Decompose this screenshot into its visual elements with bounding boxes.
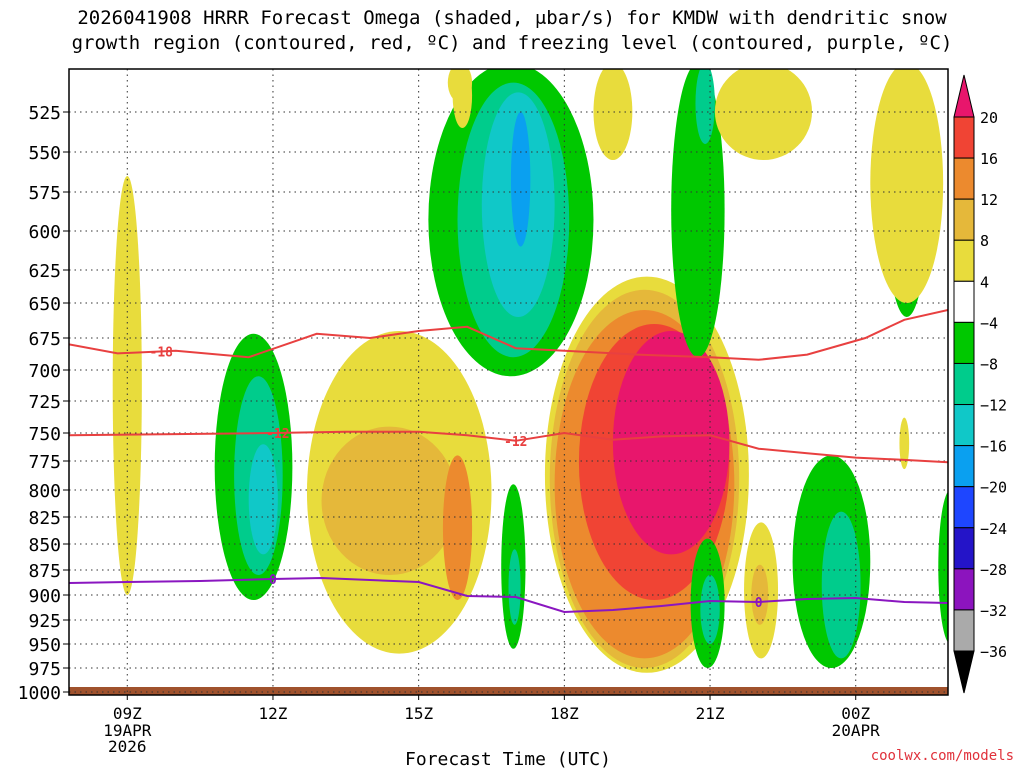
gridlines	[69, 69, 948, 695]
colorbar-label-5: −4	[980, 314, 998, 332]
y-tick-label-925: 925	[28, 611, 61, 632]
colorbar-label-13: −36	[980, 643, 1007, 661]
x-sublabel-19APR: 19APR	[103, 721, 152, 740]
colorbar-label-9: −20	[980, 479, 1007, 497]
colorbar-label-8: −16	[980, 438, 1007, 456]
plot-frame	[68, 68, 949, 696]
colorbar-bin-12	[953, 568, 975, 611]
x-sublabel-2026: 2026	[108, 737, 147, 756]
y-tick-label-600: 600	[28, 222, 61, 243]
y-tick-label-875: 875	[28, 561, 61, 582]
omega-positive-0115z-dot	[899, 417, 910, 470]
colorbar-bin-4	[953, 239, 975, 282]
contour-freezing-0-label: 0	[755, 596, 763, 611]
y-tick-label-950: 950	[28, 635, 61, 656]
y-tick-label-575: 575	[28, 183, 61, 204]
contour-minus-12-label: -12	[266, 427, 289, 442]
x-tick-label-00Z: 00Z	[841, 704, 870, 723]
colorbar-bin-10	[953, 486, 975, 529]
omega-negative-02z-edge	[938, 491, 948, 643]
x-axis-label: Forecast Time (UTC)	[405, 749, 611, 768]
colorbar-label-2: 12	[980, 191, 998, 209]
plot-area	[69, 69, 948, 695]
y-tick-label-625: 625	[28, 261, 61, 282]
y-tick-label-1000: 1000	[18, 683, 61, 704]
colorbar-label-11: −28	[980, 561, 1007, 579]
colorbar-bin-2	[953, 157, 975, 200]
contour-minus-18	[69, 309, 948, 361]
omega-negative-upper-max	[510, 112, 531, 247]
y-tick-label-750: 750	[28, 424, 61, 445]
colorbar-bin-1	[953, 116, 975, 159]
y-tick-label-550: 550	[28, 143, 61, 164]
y-tick-label-800: 800	[28, 481, 61, 502]
omega-negative-upper-21z-core	[695, 69, 715, 144]
contours: -18 -12 -12 0 0	[69, 309, 948, 614]
omega-negative-upper-21z	[671, 69, 725, 358]
omega-positive-2230z-upper	[714, 69, 813, 160]
contour-minus-12-label: -12	[504, 435, 527, 450]
x-sublabel-20APR: 20APR	[832, 721, 881, 740]
chart-title: 2026041908 HRRR Forecast Omega (shaded, …	[0, 6, 1024, 56]
omega-positive-01z-upper	[870, 69, 944, 303]
x-tick-label-12Z: 12Z	[259, 704, 288, 723]
chart-title-line2: growth region (contoured, red, ºC) and f…	[71, 32, 953, 54]
colorbar: 20 16 12 8 4 −4 −8 −12 −16 −20 −24 −28 −32 −36	[953, 74, 1007, 694]
omega-negative-12z-inner	[248, 444, 278, 555]
omega-positive-upper-19z	[593, 69, 633, 160]
ground-surface	[69, 687, 948, 695]
omega-positive-14z-core	[321, 426, 458, 575]
x-tick-label-21Z: 21Z	[696, 704, 725, 723]
omega-negative-17z-core	[508, 549, 521, 625]
contour-minus-18-label: -18	[150, 345, 174, 360]
x-tick-label-18Z: 18Z	[550, 704, 579, 723]
colorbar-label-3: 8	[980, 232, 989, 250]
colorbar-top-arrow	[953, 74, 975, 118]
x-tick-label-09Z: 09Z	[113, 704, 142, 723]
omega-positive-main-max	[612, 331, 730, 555]
y-tick-label-900: 900	[28, 586, 61, 607]
colorbar-bin-3	[953, 198, 975, 241]
colorbar-bin-8	[953, 404, 975, 447]
y-tick-label-525: 525	[28, 103, 61, 124]
y-tick-label-775: 775	[28, 452, 61, 473]
colorbar-bottom-arrow	[953, 650, 975, 694]
colorbar-label-10: −24	[980, 520, 1007, 538]
colorbar-label-0: 20	[980, 109, 998, 127]
omega-positive-15z-core	[442, 455, 473, 600]
y-tick-label-700: 700	[28, 361, 61, 382]
omega-positive-1530z-top	[452, 69, 473, 128]
y-tick-label-825: 825	[28, 508, 61, 529]
y-tick-label-725: 725	[28, 392, 61, 413]
colorbar-label-1: 16	[980, 150, 998, 168]
colorbar-bin-5	[953, 280, 975, 323]
credit-label: coolwx.com/models	[871, 748, 1014, 764]
y-axis: 525 550 575 600 625 650 675 700 725 750 775 800 825 8…	[18, 103, 69, 704]
colorbar-bin-7	[953, 362, 975, 406]
y-tick-label-650: 650	[28, 294, 61, 315]
omega-positive-22z-core	[751, 564, 769, 625]
y-tick-label-975: 975	[28, 659, 61, 680]
colorbar-label-4: 4	[980, 273, 989, 291]
contour-freezing-0-label: 0	[269, 573, 277, 588]
y-tick-label-850: 850	[28, 535, 61, 556]
contour-freezing-0	[69, 576, 948, 614]
contour-minus-12	[69, 430, 948, 464]
y-tick-label-675: 675	[28, 329, 61, 350]
colorbar-label-12: −32	[980, 602, 1007, 620]
colorbar-bin-13	[953, 609, 975, 652]
colorbar-bin-6	[953, 321, 975, 364]
colorbar-bin-9	[953, 445, 975, 488]
colorbar-label-7: −12	[980, 397, 1007, 415]
x-tick-label-15Z: 15Z	[404, 704, 433, 723]
chart-title-line1: 2026041908 HRRR Forecast Omega (shaded, …	[77, 7, 947, 29]
omega-negative-23z-core	[821, 511, 861, 659]
colorbar-label-6: −8	[980, 355, 998, 373]
colorbar-bin-11	[953, 527, 975, 570]
